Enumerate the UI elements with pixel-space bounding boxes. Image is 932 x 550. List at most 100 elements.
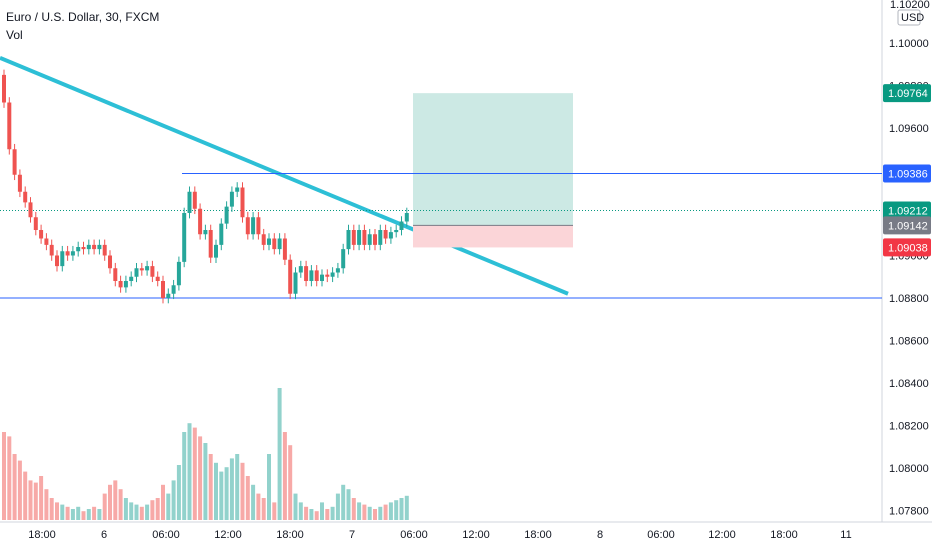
volume-bar: [240, 462, 245, 520]
price-tag-label: 1.09386: [888, 168, 928, 180]
candle-body: [49, 244, 54, 256]
candle-body: [81, 247, 86, 250]
volume-bar: [288, 445, 293, 520]
volume-bar: [378, 506, 383, 520]
candle-body: [176, 261, 181, 286]
time-axis-label: 12:00: [214, 529, 242, 541]
candle-body: [229, 191, 234, 207]
candle-body: [28, 202, 33, 218]
time-axis-label: 18:00: [276, 529, 304, 541]
candle-body: [282, 238, 287, 260]
price-axis-label: 1.09600: [889, 123, 929, 135]
price-tag: [883, 216, 931, 235]
candle-body: [70, 251, 75, 256]
price-tag-label: 1.09212: [888, 205, 928, 217]
candle-body: [76, 247, 81, 252]
candle-body: [251, 217, 256, 235]
price-tag: [883, 238, 931, 257]
volume-bar: [113, 480, 118, 520]
candle-body: [2, 74, 6, 103]
volume-bar: [399, 498, 404, 520]
volume-bar: [282, 432, 287, 520]
volume-bar: [70, 509, 75, 520]
candle-body: [335, 268, 340, 273]
volume-indicator-label[interactable]: Vol: [6, 28, 23, 42]
time-axis-label: 18:00: [770, 529, 798, 541]
volume-bar: [33, 482, 38, 520]
volume-bar: [28, 480, 33, 520]
volume-bar: [346, 489, 351, 520]
volume-bar: [55, 502, 59, 520]
volume-bar: [256, 493, 261, 520]
candle-body: [245, 217, 250, 235]
volume-bar: [373, 509, 377, 520]
volume-bar: [150, 500, 155, 520]
candle-body: [97, 244, 102, 250]
candle-body: [304, 266, 309, 281]
plot-area: [0, 0, 882, 522]
time-axis-label: 06:00: [400, 529, 428, 541]
volume-bar: [161, 484, 165, 520]
currency-button[interactable]: [897, 9, 921, 26]
candle-body: [145, 266, 150, 271]
volume-bar: [267, 454, 271, 520]
volume-bar: [383, 504, 388, 520]
price-axis-label: 1.08000: [889, 463, 929, 475]
candle-body: [134, 268, 139, 277]
candle-body: [123, 281, 128, 288]
candle-body: [325, 274, 330, 277]
candle-body: [224, 206, 229, 224]
candle-body: [171, 285, 176, 294]
candle-body: [33, 217, 38, 230]
time-axis-label: 06:00: [647, 529, 675, 541]
volume-bar: [145, 504, 150, 520]
volume-bar: [192, 427, 197, 520]
candle-body: [39, 230, 44, 239]
volume-bar: [235, 454, 240, 520]
volume-bar: [92, 506, 97, 520]
candle-body: [293, 272, 298, 294]
candle-body: [7, 102, 12, 150]
candle-body: [330, 272, 335, 277]
volume-bar: [229, 458, 234, 520]
candle-body: [367, 234, 372, 245]
volume-bar: [118, 489, 123, 520]
candle-body: [129, 276, 134, 281]
candle-body: [60, 251, 65, 267]
volume-bar: [123, 498, 128, 520]
candle-body: [102, 244, 107, 256]
candle-body: [288, 259, 293, 294]
volume-bar: [60, 504, 65, 520]
price-axis-label: 1.10200: [890, 0, 930, 11]
candle-body: [373, 234, 377, 245]
volume-bar: [261, 498, 266, 520]
volume-bar: [214, 462, 218, 520]
volume-bar: [134, 504, 139, 520]
volume-bar: [129, 502, 134, 520]
price-tag: [883, 201, 931, 220]
volume-bar: [314, 511, 319, 520]
volume-bar: [245, 476, 250, 520]
candle-body: [118, 281, 123, 288]
candle-body: [346, 230, 351, 250]
price-axis-label: 1.08600: [889, 336, 929, 348]
volume-bar: [139, 506, 144, 520]
position-profit-zone: [413, 93, 573, 226]
chart-legend: Euro / U.S. Dollar, 30, FXCM Vol: [6, 8, 159, 44]
symbol-title[interactable]: Euro / U.S. Dollar, 30, FXCM: [6, 10, 160, 24]
volume-bar: [17, 460, 22, 520]
candle-body: [261, 234, 266, 245]
time-axis-label: 06:00: [152, 529, 180, 541]
candle-body: [404, 213, 409, 222]
volume-bar: [39, 476, 44, 520]
volume-bar: [362, 504, 367, 520]
candle-body: [378, 230, 383, 245]
volume-bar: [394, 500, 399, 520]
volume-bar: [293, 493, 298, 520]
volume-bar: [166, 493, 171, 520]
price-axis-label: 1.08800: [889, 293, 929, 305]
time-axis-label: 18:00: [524, 529, 552, 541]
trend-line: [0, 56, 569, 296]
candle-body: [86, 244, 91, 250]
